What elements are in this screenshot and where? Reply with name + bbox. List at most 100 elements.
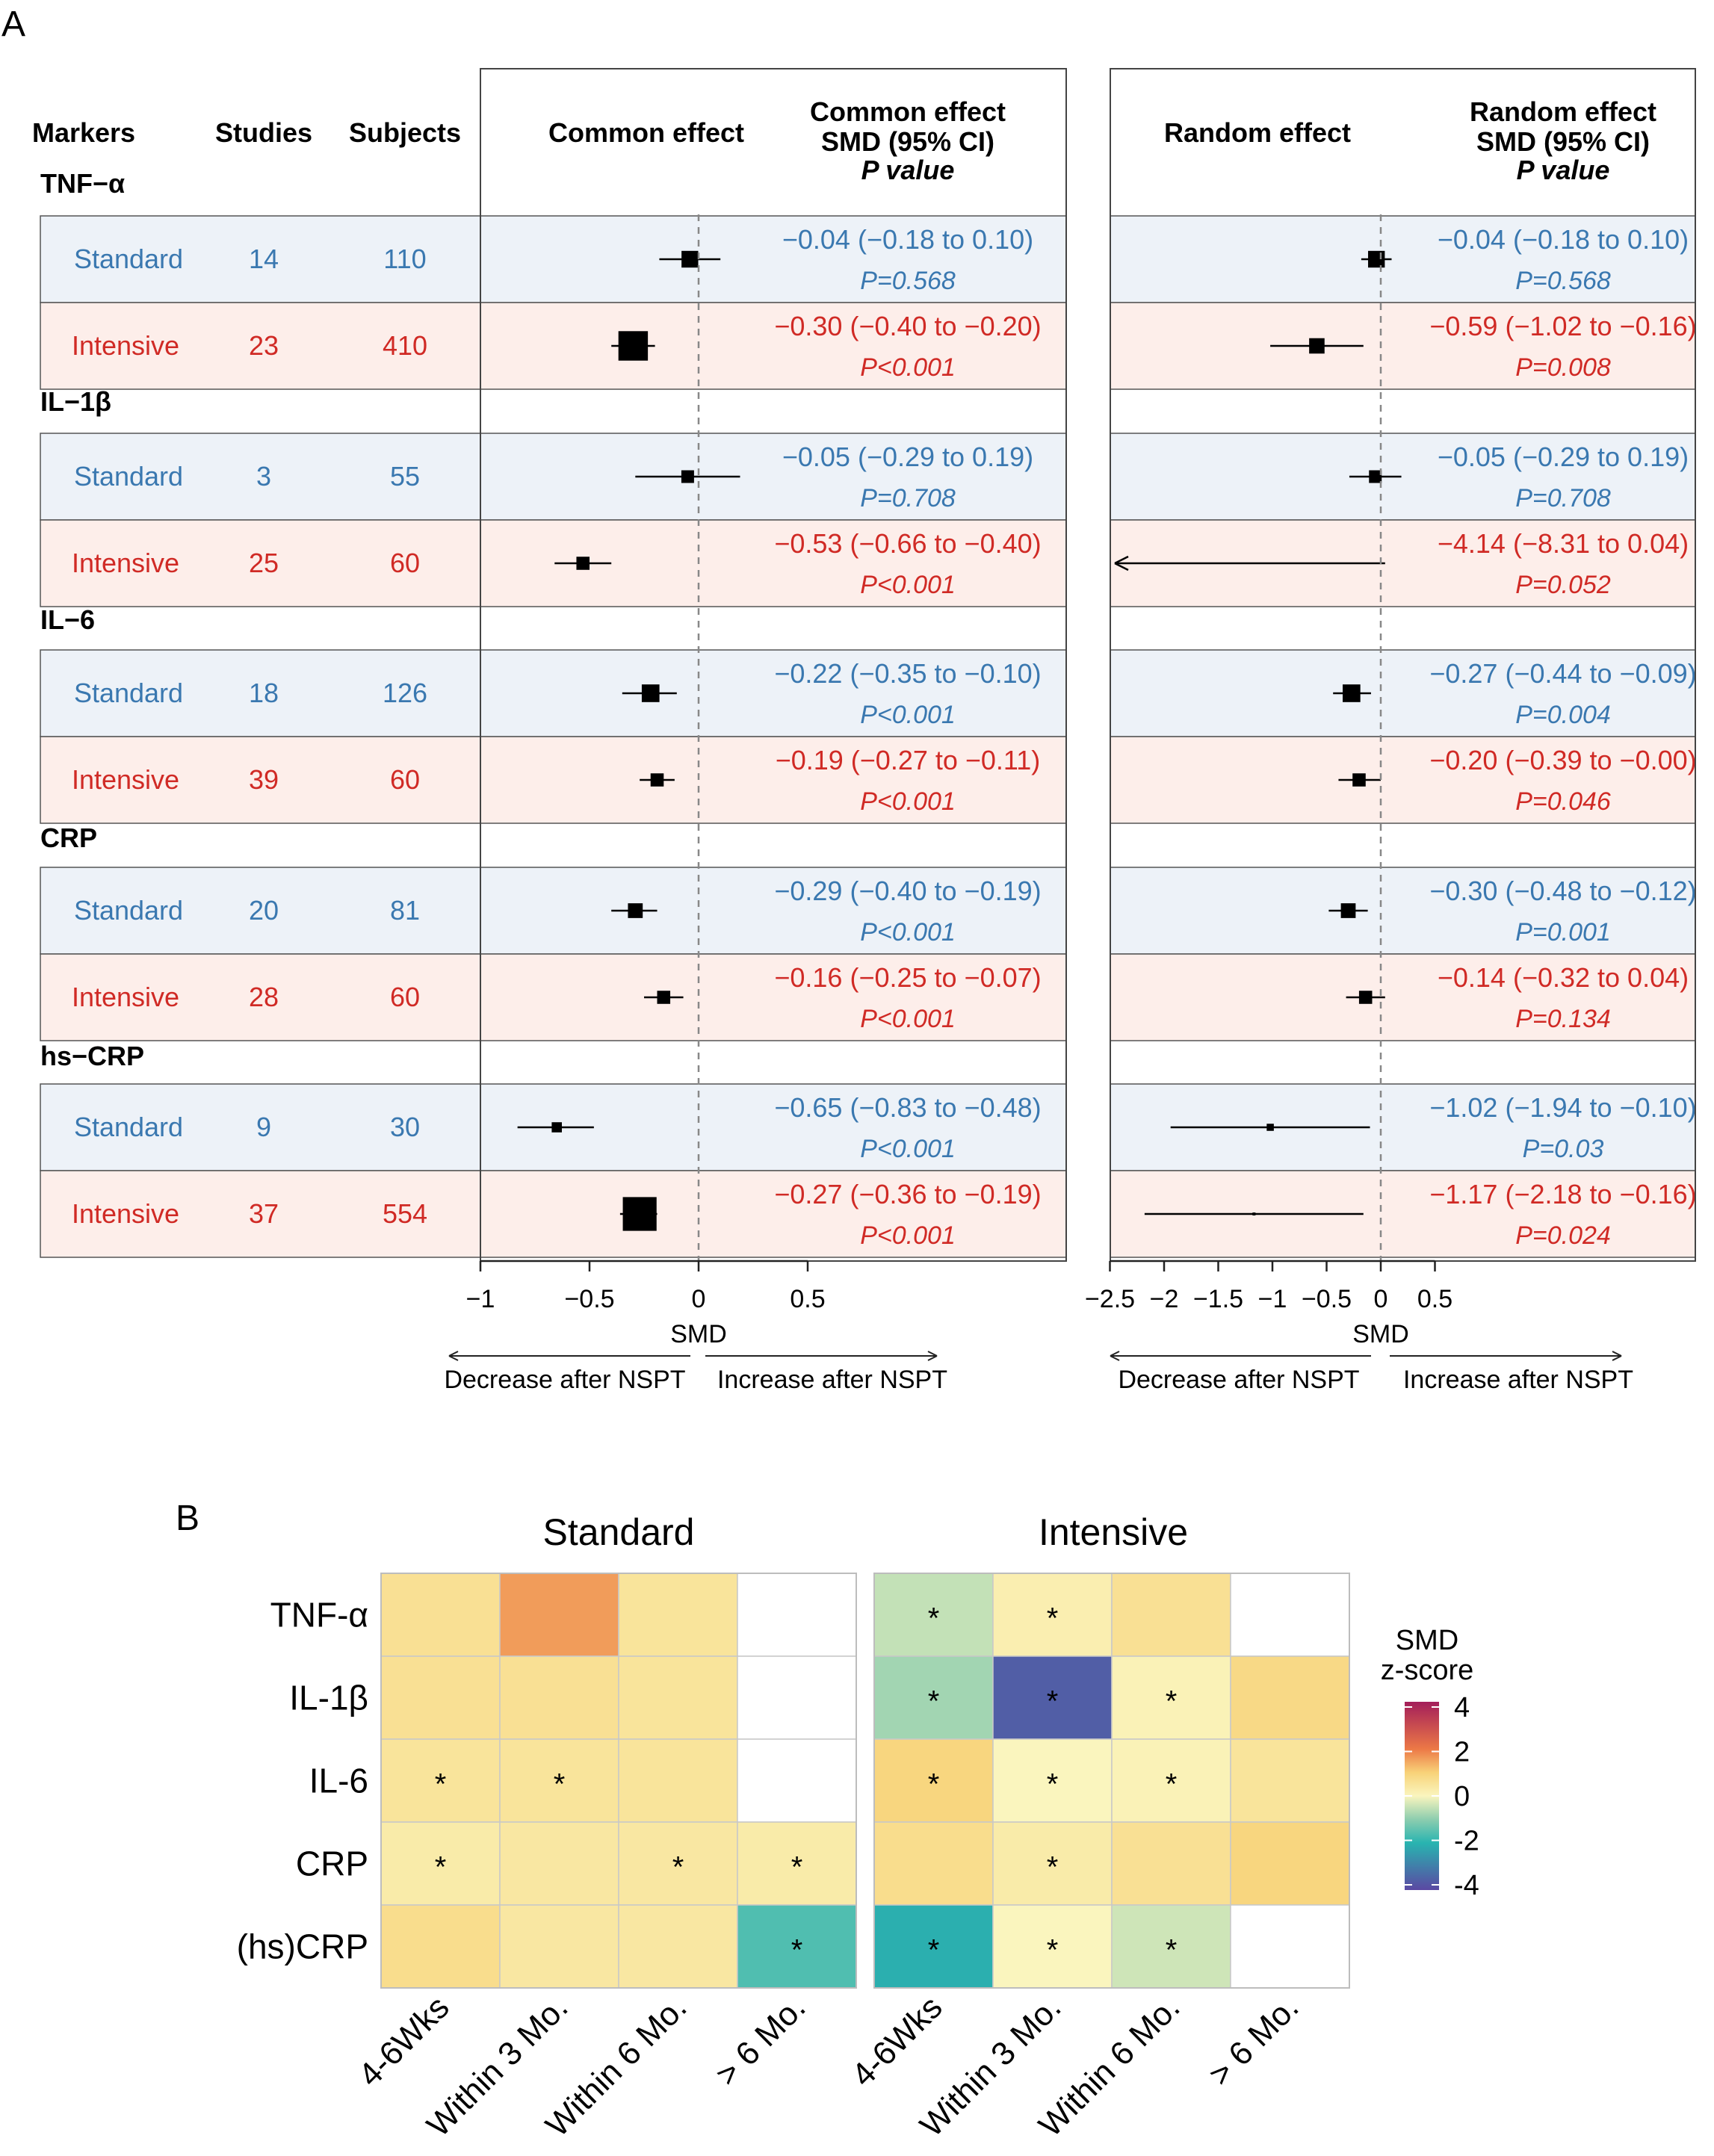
header-common-effect: Common effect [548,117,744,148]
significance-star: * [554,1768,566,1801]
common-p-text: P<0.001 [860,918,956,947]
significance-star: * [928,1934,940,1967]
common-ci-text: −0.65 (−0.83 to −0.48) [774,1092,1041,1123]
random-increase-arrowhead [1612,1351,1622,1361]
heatmap-cell [737,1821,857,1906]
significance-star: * [435,1768,447,1801]
row-bg-left [40,433,1067,521]
forest-axes: −1 −0.5 0 0.5 SMD Decrease after NSPT Increase… [444,214,1633,1394]
common-estimate-square [681,250,699,268]
common-ci-text: −0.05 (−0.29 to 0.19) [782,442,1033,472]
common-estimate-square [681,470,694,483]
random-axis-title: SMD [1352,1320,1409,1348]
common-ci-text: −0.29 (−0.40 to −0.19) [774,876,1041,906]
random-estimate-square [1368,250,1385,268]
common-decrease-arrowhead [448,1351,459,1361]
marker-label: CRP [40,823,97,853]
studies-value: 28 [249,982,279,1012]
random-p-text: P=0.03 [1523,1135,1604,1163]
row-type-label: Intensive [72,330,179,361]
common-p-text: P<0.001 [860,353,956,382]
color-legend: 4 2 0 -2 -4 [1405,1692,1479,1901]
common-ci-text: −0.04 (−0.18 to 0.10) [782,224,1033,255]
random-axis-tick-label: 0 [1374,1285,1388,1313]
common-p-text: P=0.708 [860,484,956,512]
heatmap-cell [499,1573,619,1657]
subjects-value: 60 [390,982,420,1012]
common-estimate-square [622,1197,657,1231]
common-estimate-square [618,331,649,361]
heatmap-cell [499,1655,619,1740]
common-increase-label: Increase after NSPT [717,1366,947,1394]
significance-star: * [1047,1934,1059,1967]
panel-b-label: B [176,1499,199,1538]
common-p-text: P<0.001 [860,571,956,599]
random-p-text: P=0.024 [1515,1221,1611,1250]
common-estimate-square [650,773,664,787]
common-axis-tick-label: −1 [466,1285,495,1313]
heatmap-cell [1230,1821,1350,1906]
random-p-text: P=0.008 [1515,353,1611,382]
heatmap-row-label: IL-6 [309,1762,368,1800]
marker-label: IL−1β [40,386,111,417]
heatmap-cell [737,1573,857,1657]
header-markers: Markers [32,117,135,148]
heatmap-cell [380,1738,501,1823]
random-p-text: P=0.134 [1515,1005,1611,1033]
row-type-label: Intensive [72,548,179,578]
row-bg-left [40,953,1067,1041]
random-ci-text: −0.04 (−0.18 to 0.10) [1438,224,1689,255]
header-subjects: Subjects [349,117,461,148]
row-type-label: Intensive [72,982,179,1012]
significance-star: * [1047,1768,1059,1801]
random-ci-text: −0.20 (−0.39 to −0.00) [1429,745,1696,775]
legend-tick-label: -4 [1454,1870,1479,1901]
studies-value: 18 [249,678,279,708]
random-ci-text: −0.27 (−0.44 to −0.09) [1429,658,1696,689]
marker-label: TNF−α [40,168,125,199]
row-type-label: Standard [74,461,183,492]
common-p-text: P<0.001 [860,1005,956,1033]
heatmap-panel-frame [873,1573,1350,1989]
common-ci-text: −0.30 (−0.40 to −0.20) [774,311,1041,341]
legend-title-1: SMD [1396,1625,1458,1656]
heatmap-row-label: (hs)CRP [237,1927,368,1966]
heatmap-cell [992,1655,1113,1740]
subjects-value: 81 [390,895,420,926]
heatmap-cell [737,1655,857,1740]
row-type-label: Intensive [72,1198,179,1229]
random-decrease-arrowhead [1110,1351,1120,1361]
legend-tick-label: -2 [1454,1826,1479,1857]
significance-star: * [435,1851,447,1884]
studies-value: 37 [249,1198,279,1229]
row-bg-left [40,649,1067,737]
heatmap-title-intensive: Intensive [1039,1511,1188,1553]
common-ci-text: −0.53 (−0.66 to −0.40) [774,528,1041,559]
heatmap-cell [737,1738,857,1823]
common-p-text: P<0.001 [860,1135,956,1163]
random-p-text: P=0.001 [1515,918,1611,947]
random-estimate-square [1309,338,1325,354]
legend-tick-label: 2 [1454,1737,1470,1768]
header-common-ci-1: Common effect [810,96,1006,127]
random-estimate-square [1343,684,1361,702]
header-studies: Studies [215,117,312,148]
random-p-text: P=0.046 [1515,787,1611,816]
significance-star: * [791,1934,803,1967]
random-axis-tick-label: −0.5 [1302,1285,1352,1313]
row-bg-left [40,1170,1067,1258]
random-ci-text: −1.17 (−2.18 to −0.16) [1429,1179,1696,1209]
heatmap-cell [1111,1655,1231,1740]
forest-header: Markers Studies Subjects Common effect C… [32,96,1656,185]
heatmap-cell [1111,1573,1231,1657]
random-axis-tick-label: −1.5 [1193,1285,1243,1313]
heatmap-cell [618,1655,738,1740]
studies-value: 9 [256,1112,271,1142]
subjects-value: 554 [383,1198,427,1229]
subjects-value: 110 [383,244,426,274]
significance-star: * [1166,1685,1178,1718]
row-bg-right [1110,649,1696,737]
heatmap-title-standard: Standard [543,1511,695,1553]
heatmap-cell [1230,1573,1350,1657]
